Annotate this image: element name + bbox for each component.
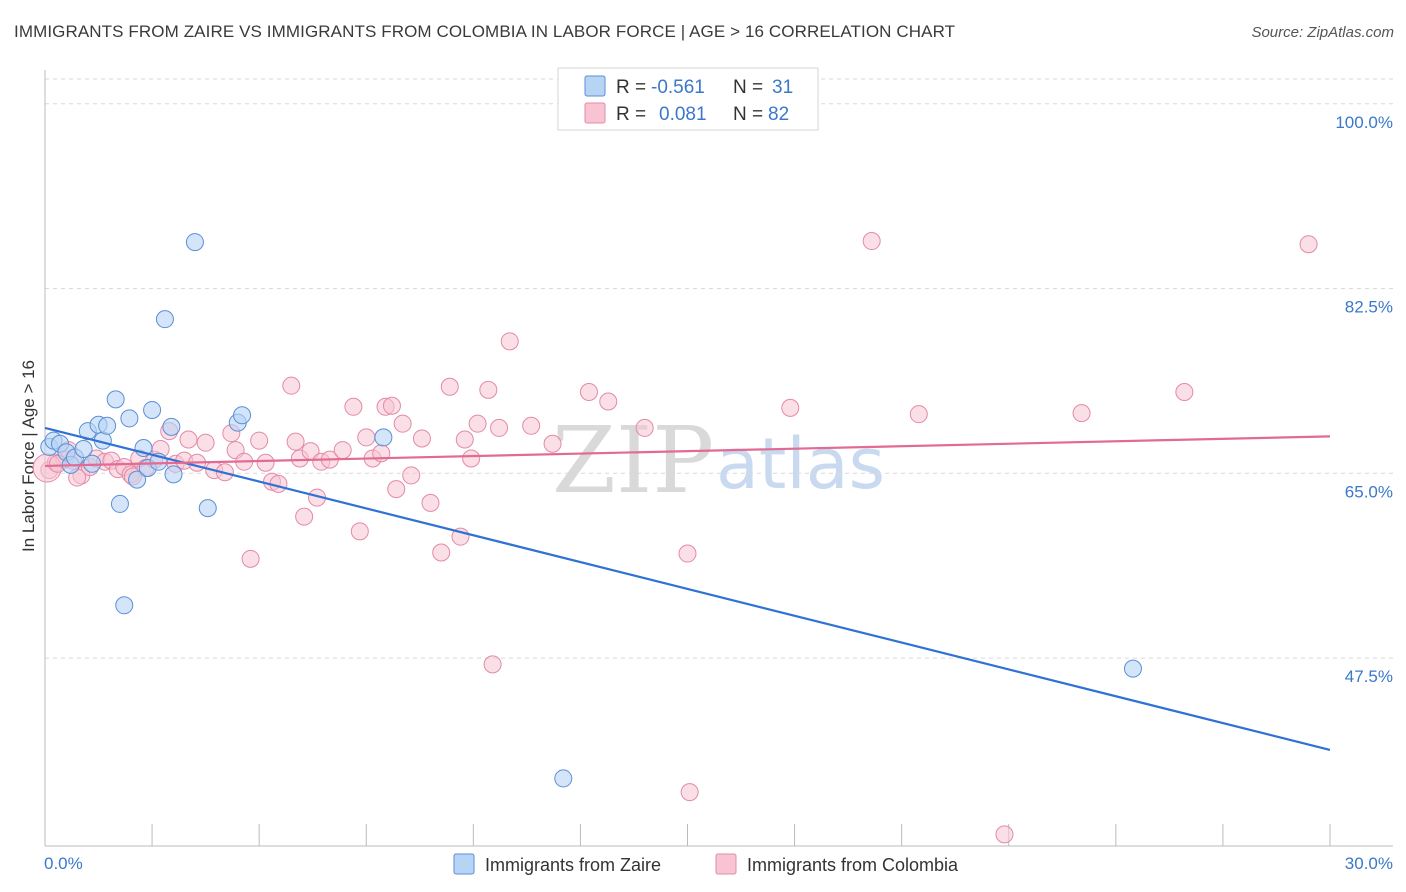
x-tick-label-min: 0.0% — [44, 854, 83, 873]
zaire-point — [74, 440, 93, 459]
zaire-trend-line — [44, 426, 1331, 751]
y-tick-labels: 47.5% 65.0% 82.5% 100.0% — [1335, 113, 1393, 686]
colombia-point — [862, 232, 881, 251]
series-colombia-points — [32, 232, 1318, 844]
colombia-point — [393, 414, 412, 433]
zaire-point — [128, 470, 147, 489]
colombia-point — [909, 405, 928, 424]
watermark-zip: ZIP — [552, 407, 714, 514]
colombia-point — [357, 428, 376, 447]
colombia-point — [382, 396, 401, 415]
zaire-point — [185, 233, 204, 252]
colombia-point — [333, 441, 352, 460]
legend-r-value-zaire: -0.561 — [651, 77, 705, 98]
legend-r-label-colombia: R = — [616, 104, 646, 125]
zaire-point — [233, 406, 252, 425]
zaire-point — [198, 499, 217, 518]
colombia-point — [295, 507, 314, 526]
zaire-point — [554, 769, 573, 788]
series-zaire-points — [40, 233, 1142, 788]
legend-n-label-zaire: N = — [733, 77, 763, 98]
colombia-point — [680, 783, 699, 802]
zaire-point — [106, 390, 125, 409]
colombia-point — [432, 543, 451, 562]
colombia-point — [344, 397, 363, 416]
colombia-trend-line — [44, 435, 1331, 468]
colombia-point — [412, 429, 431, 448]
zaire-point — [143, 400, 162, 419]
gridlines — [45, 78, 1393, 659]
colombia-point — [635, 418, 654, 437]
zaire-point — [374, 428, 393, 447]
zaire-point — [98, 416, 117, 435]
colombia-point — [387, 480, 406, 499]
y-tick-label: 65.0% — [1345, 482, 1393, 501]
x-tick-label-max: 30.0% — [1345, 854, 1393, 873]
y-tick-label: 100.0% — [1335, 113, 1393, 132]
zaire-point — [155, 310, 174, 329]
bottom-legend-label-colombia: Immigrants from Colombia — [747, 855, 959, 875]
colombia-point — [1175, 383, 1194, 402]
legend-n-label-colombia: N = — [733, 104, 763, 125]
legend-r-label-zaire: R = — [616, 77, 646, 98]
watermark-atlas: atlas — [716, 423, 885, 505]
x-ticks — [44, 824, 1331, 846]
colombia-point — [995, 825, 1014, 844]
zaire-point — [120, 409, 139, 428]
colombia-point — [179, 430, 198, 449]
zaire-point — [162, 417, 181, 436]
colombia-point — [522, 416, 541, 435]
legend-n-value-colombia: 82 — [768, 104, 789, 125]
trend-lines — [44, 426, 1331, 751]
colombia-point — [440, 377, 459, 396]
colombia-point — [781, 398, 800, 417]
y-tick-label: 47.5% — [1345, 667, 1393, 686]
colombia-point — [500, 332, 519, 351]
colombia-point — [250, 431, 269, 450]
legend-r-value-colombia: 0.081 — [659, 104, 707, 125]
y-axis-label: In Labor Force | Age > 16 — [19, 360, 38, 552]
colombia-point — [479, 380, 498, 399]
colombia-point — [455, 430, 474, 449]
colombia-point — [282, 376, 301, 395]
source-credit: Source: ZipAtlas.com — [1251, 24, 1394, 41]
colombia-point — [462, 449, 481, 468]
colombia-point — [483, 655, 502, 674]
zaire-point — [110, 494, 129, 513]
colombia-point — [1072, 404, 1091, 423]
colombia-point — [468, 414, 487, 433]
bottom-legend-swatch-colombia — [715, 853, 737, 875]
y-tick-label: 82.5% — [1345, 298, 1393, 317]
colombia-point — [402, 466, 421, 485]
colombia-point — [599, 392, 618, 411]
watermark: ZIP atlas — [552, 407, 885, 514]
colombia-point — [421, 493, 440, 512]
colombia-point — [490, 418, 509, 437]
zaire-point — [115, 596, 134, 615]
zaire-point — [164, 465, 183, 484]
colombia-point — [196, 433, 215, 452]
legend-n-value-zaire: 31 — [772, 77, 793, 98]
colombia-point — [543, 434, 562, 453]
legend-swatch-colombia — [584, 102, 606, 124]
legend-swatch-zaire — [584, 75, 606, 97]
legend: R = -0.561 N = 31 R = 0.081 N = 82 — [557, 67, 819, 131]
colombia-point — [579, 383, 598, 402]
colombia-point — [1299, 235, 1318, 254]
colombia-point — [678, 544, 697, 563]
bottom-legend-label-zaire: Immigrants from Zaire — [485, 855, 661, 875]
colombia-point — [256, 453, 275, 472]
colombia-point — [350, 522, 369, 541]
zaire-point — [1123, 659, 1142, 678]
bottom-legend-swatch-zaire — [453, 853, 475, 875]
chart-title: IMMIGRANTS FROM ZAIRE VS IMMIGRANTS FROM… — [14, 22, 956, 41]
bottom-legend: Immigrants from Zaire Immigrants from Co… — [453, 853, 959, 875]
colombia-point — [286, 432, 305, 451]
colombia-point — [241, 549, 260, 568]
